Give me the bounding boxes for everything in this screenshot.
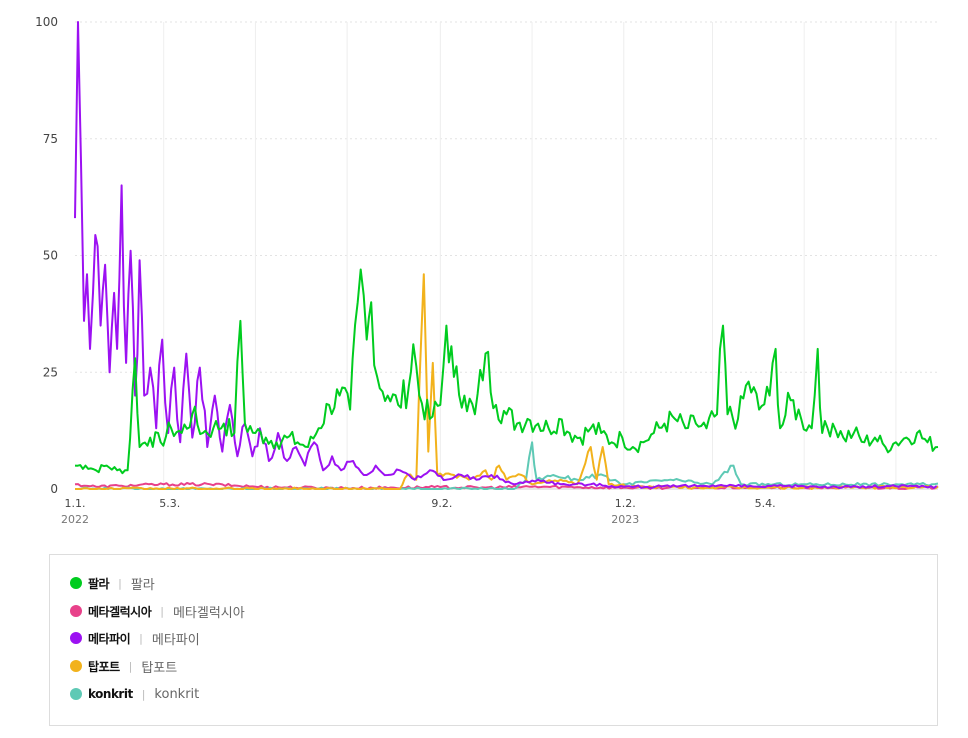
x-tick-label: 1.2. bbox=[615, 497, 636, 510]
y-tick-label: 75 bbox=[43, 132, 58, 146]
line-chart: 0 25 50 75 100 1.1. 2022 5.3. 9.2. 1.2. 2023 5.4. bbox=[35, 15, 939, 526]
chart-grid bbox=[75, 21, 938, 490]
x-tick-label: 9.2. bbox=[431, 497, 452, 510]
legend-item[interactable]: 메타겔럭시아 | 메타겔럭시아 bbox=[70, 601, 245, 621]
legend-dot-icon bbox=[70, 632, 82, 644]
legend-item[interactable]: 메타파이 | 메타파이 bbox=[70, 628, 200, 648]
legend-dot-icon bbox=[70, 688, 82, 700]
legend-dot-icon bbox=[70, 605, 82, 617]
series-line bbox=[74, 21, 938, 490]
chart-series bbox=[74, 21, 939, 490]
legend-separator: | bbox=[128, 659, 133, 673]
legend-item[interactable]: 탑포트 | 탑포트 bbox=[70, 656, 177, 676]
y-tick-label: 0 bbox=[50, 482, 58, 496]
y-tick-label: 50 bbox=[43, 249, 58, 263]
series-line bbox=[74, 268, 939, 475]
legend-dot-icon bbox=[70, 577, 82, 589]
legend-sublabel: 메타겔럭시아 bbox=[172, 605, 245, 621]
legend-dot-icon bbox=[70, 660, 82, 672]
legend-sublabel: 팔라 bbox=[130, 577, 155, 593]
legend-separator: | bbox=[141, 687, 146, 701]
legend-label: 메타겔럭시아 bbox=[88, 604, 152, 619]
legend-sublabel: 탑포트 bbox=[141, 660, 178, 676]
x-tick-label: 5.3. bbox=[159, 497, 180, 510]
legend-label: 팔라 bbox=[88, 576, 110, 591]
legend-separator: | bbox=[118, 576, 122, 590]
y-axis: 0 25 50 75 100 bbox=[35, 15, 58, 496]
x-tick-year-label: 2023 bbox=[611, 513, 639, 526]
legend-item[interactable]: 팔라 | 팔라 bbox=[70, 573, 155, 593]
y-tick-label: 25 bbox=[43, 365, 58, 379]
y-tick-label: 100 bbox=[35, 15, 58, 29]
legend-sublabel: konkrit bbox=[154, 686, 200, 702]
series-line bbox=[75, 273, 939, 490]
legend-item[interactable]: konkrit | konkrit bbox=[70, 684, 199, 704]
legend-label: 메타파이 bbox=[88, 631, 131, 646]
legend-separator: | bbox=[139, 631, 143, 645]
legend-sublabel: 메타파이 bbox=[151, 632, 200, 648]
x-axis: 1.1. 2022 5.3. 9.2. 1.2. 2023 5.4. bbox=[61, 497, 776, 526]
x-tick-label: 1.1. bbox=[65, 497, 86, 510]
x-tick-year-label: 2022 bbox=[61, 513, 89, 526]
x-tick-label: 5.4. bbox=[755, 497, 776, 510]
legend-label: konkrit bbox=[88, 687, 133, 701]
legend-separator: | bbox=[160, 604, 164, 618]
legend: 팔라 | 팔라 메타겔럭시아 | 메타겔럭시아 메타파이 | 메타파이 탑포트 … bbox=[49, 554, 938, 726]
legend-label: 탑포트 bbox=[88, 659, 120, 674]
